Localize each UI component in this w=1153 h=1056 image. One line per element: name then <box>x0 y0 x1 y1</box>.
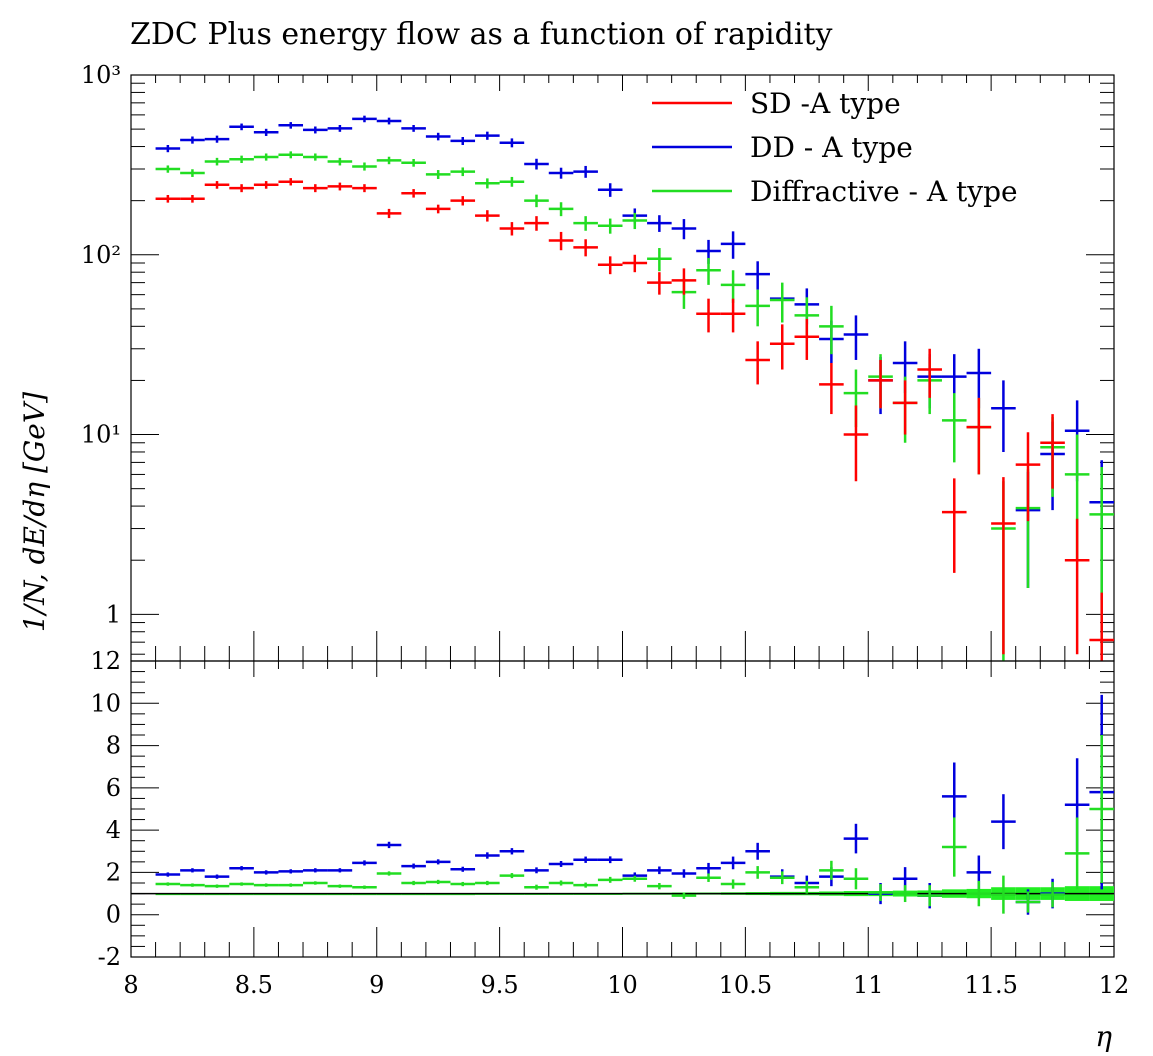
x-axis-title: η <box>1095 1020 1112 1053</box>
ratio-y-tick-label: 12 <box>90 647 121 675</box>
ratio-y-tick-label: 10 <box>90 689 121 717</box>
main-plot-border <box>130 74 1115 662</box>
legend: SD -A type DD - A type Diffractive - A typ… <box>652 87 1018 208</box>
main-series-diffractive-a-type <box>155 151 1114 661</box>
x-tick-label: 8.5 <box>235 971 273 999</box>
legend-label: DD - A type <box>750 131 913 164</box>
x-tick-label: 10.5 <box>719 971 772 999</box>
ratio-y-tick-label: 0 <box>106 901 121 929</box>
main-y-tick-label: 10¹ <box>81 421 121 449</box>
ratio-y-tick-label: 6 <box>106 774 121 802</box>
x-tick-label: 10 <box>607 971 638 999</box>
legend-label: Diffractive - A type <box>750 175 1018 208</box>
main-y-tick-label: 10³ <box>81 61 121 89</box>
ratio-plot-series <box>155 694 1114 915</box>
x-tick-label: 11 <box>853 971 884 999</box>
main-y-tick-label: 1 <box>106 600 121 628</box>
chart-title: ZDC Plus energy flow as a function of ra… <box>130 17 833 52</box>
legend-label: SD -A type <box>750 87 901 120</box>
x-tick-label: 9.5 <box>481 971 519 999</box>
x-tick-label: 11.5 <box>964 971 1017 999</box>
ratio-y-tick-label: 8 <box>106 732 121 760</box>
x-tick-label: 8 <box>123 971 138 999</box>
main-plot-series <box>155 115 1114 661</box>
main-plot-axes: 10³ 10² 10¹ 1 <box>81 61 1115 661</box>
ratio-plot-frame <box>130 660 1115 958</box>
main-series-sd-a-type <box>155 178 1114 661</box>
ratio-y-tick-label: 2 <box>106 858 121 886</box>
main-plot-frame <box>130 74 1115 662</box>
main-y-tick-label: 10² <box>81 241 121 269</box>
y-axis-title: 1/N, dE/dη [GeV] <box>18 392 51 632</box>
ratio-series-diffractive-a-type <box>155 735 1114 914</box>
x-tick-label: 9 <box>369 971 384 999</box>
x-tick-label: 12 <box>1099 971 1130 999</box>
ratio-y-tick-label: -2 <box>98 943 121 971</box>
ratio-y-tick-label: 4 <box>106 816 121 844</box>
ratio-plot-border <box>130 660 1115 958</box>
